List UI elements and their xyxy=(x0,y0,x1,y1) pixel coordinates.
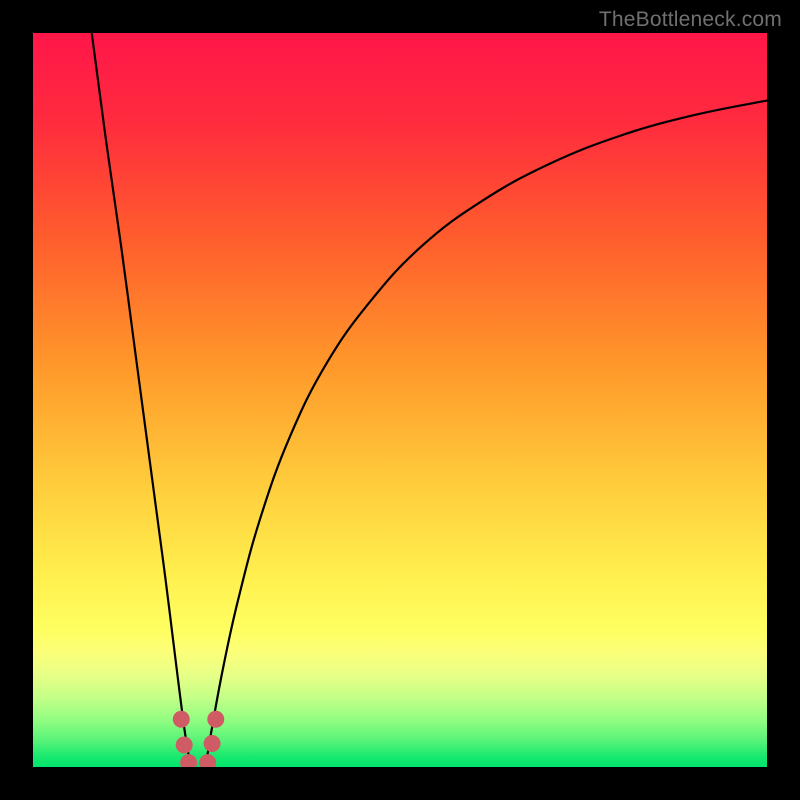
valley-markers xyxy=(173,711,225,767)
chart-plot-area xyxy=(33,33,767,767)
curve-left xyxy=(92,33,191,767)
watermark-text: TheBottleneck.com xyxy=(599,8,782,32)
marker-dot xyxy=(173,711,190,728)
curve-right xyxy=(205,101,767,767)
marker-dot xyxy=(176,736,193,753)
marker-dot xyxy=(199,754,216,767)
marker-dot xyxy=(207,711,224,728)
marker-dot xyxy=(180,754,197,767)
marker-dot xyxy=(204,735,221,752)
chart-svg-layer xyxy=(33,33,767,767)
